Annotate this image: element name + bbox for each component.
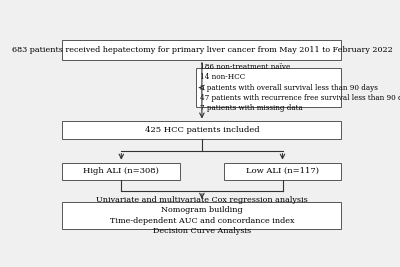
FancyBboxPatch shape	[196, 68, 341, 107]
Text: 186 non-treatment naïve
14 non-HCC
3 patients with overall survival less than 90: 186 non-treatment naïve 14 non-HCC 3 pat…	[200, 63, 400, 112]
Text: 683 patients received hepatectomy for primary liver cancer from May 2011 to Febr: 683 patients received hepatectomy for pr…	[12, 46, 392, 54]
Text: Univariate and multivariate Cox regression analysis
Nomogram building
Time-depen: Univariate and multivariate Cox regressi…	[96, 196, 308, 235]
FancyBboxPatch shape	[62, 40, 342, 60]
Text: 425 HCC patients included: 425 HCC patients included	[144, 126, 259, 134]
FancyBboxPatch shape	[62, 202, 342, 229]
Text: High ALI (n=308): High ALI (n=308)	[83, 167, 159, 175]
FancyBboxPatch shape	[224, 163, 342, 180]
Text: Low ALI (n=117): Low ALI (n=117)	[246, 167, 319, 175]
FancyBboxPatch shape	[62, 121, 342, 139]
FancyBboxPatch shape	[62, 163, 180, 180]
